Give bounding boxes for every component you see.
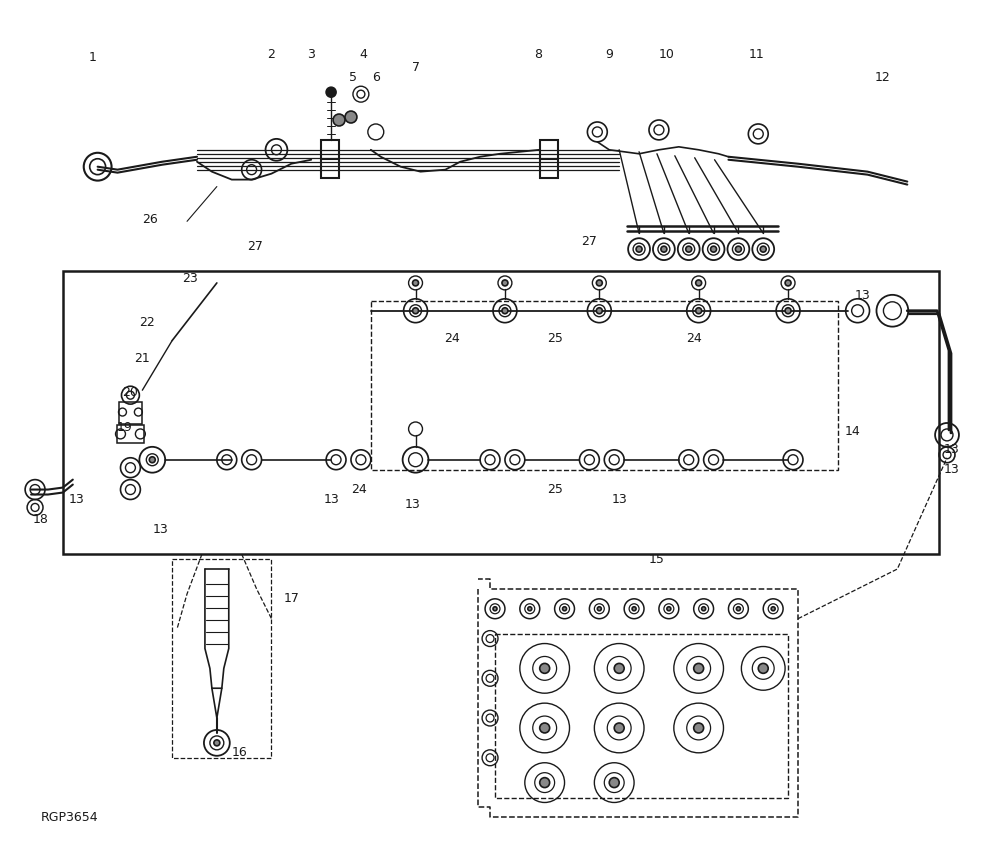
Text: 4: 4	[358, 48, 366, 61]
Circle shape	[326, 87, 336, 97]
Circle shape	[412, 308, 418, 314]
Text: 1: 1	[88, 51, 96, 64]
Text: 7: 7	[411, 61, 419, 73]
Text: 26: 26	[142, 213, 158, 226]
Bar	[116, 425, 144, 443]
Circle shape	[412, 280, 418, 286]
Bar	[172, 559, 271, 758]
Circle shape	[702, 607, 706, 611]
Circle shape	[345, 111, 356, 123]
Circle shape	[633, 607, 637, 611]
Bar	[370, 300, 838, 469]
Bar	[321, 140, 339, 177]
Text: 24: 24	[445, 332, 460, 345]
Circle shape	[686, 246, 692, 252]
Circle shape	[540, 663, 550, 674]
Circle shape	[597, 308, 603, 314]
Text: 24: 24	[352, 483, 366, 496]
Text: 20: 20	[122, 386, 138, 398]
Circle shape	[502, 280, 508, 286]
Circle shape	[502, 308, 508, 314]
Circle shape	[694, 663, 704, 674]
Circle shape	[696, 308, 702, 314]
Circle shape	[694, 723, 704, 733]
Circle shape	[615, 723, 625, 733]
Circle shape	[610, 777, 620, 787]
Text: RGP3654: RGP3654	[41, 811, 98, 824]
Text: 13: 13	[944, 463, 960, 476]
Circle shape	[711, 246, 717, 252]
Circle shape	[597, 280, 603, 286]
Bar	[63, 271, 939, 555]
Text: 25: 25	[547, 332, 563, 345]
Text: 5: 5	[349, 71, 356, 84]
Text: 14: 14	[845, 425, 861, 438]
Circle shape	[615, 663, 625, 674]
Circle shape	[540, 777, 550, 787]
Circle shape	[785, 308, 791, 314]
Circle shape	[667, 607, 671, 611]
Text: 27: 27	[246, 240, 262, 252]
Circle shape	[563, 607, 567, 611]
Circle shape	[333, 114, 345, 126]
Text: 3: 3	[307, 48, 315, 61]
Circle shape	[540, 723, 550, 733]
Text: 6: 6	[371, 71, 379, 84]
Text: 9: 9	[606, 48, 614, 61]
Circle shape	[149, 457, 155, 463]
Text: 13: 13	[855, 289, 871, 302]
Circle shape	[637, 246, 642, 252]
Text: 13: 13	[405, 498, 420, 511]
Text: 13: 13	[612, 493, 627, 506]
Circle shape	[772, 607, 776, 611]
Circle shape	[759, 663, 769, 674]
Text: 24: 24	[686, 332, 702, 345]
Bar	[118, 402, 142, 424]
Bar	[540, 140, 558, 177]
Circle shape	[528, 607, 532, 611]
Text: 15: 15	[649, 553, 665, 565]
Text: 21: 21	[134, 352, 150, 365]
Text: 13: 13	[152, 522, 168, 536]
Circle shape	[785, 280, 791, 286]
Circle shape	[736, 246, 742, 252]
Text: 12: 12	[875, 71, 891, 84]
Circle shape	[661, 246, 667, 252]
Text: 8: 8	[533, 48, 542, 61]
Circle shape	[761, 246, 767, 252]
Text: 27: 27	[582, 235, 598, 247]
Text: 13: 13	[944, 443, 960, 457]
Text: 25: 25	[547, 483, 563, 496]
Text: 23: 23	[182, 273, 198, 285]
Bar	[495, 634, 788, 798]
Text: 18: 18	[33, 513, 49, 526]
Text: 10: 10	[659, 48, 675, 61]
Text: 13: 13	[69, 493, 84, 506]
Circle shape	[493, 607, 497, 611]
Text: 11: 11	[749, 48, 765, 61]
Circle shape	[598, 607, 602, 611]
Text: 2: 2	[267, 48, 275, 61]
Circle shape	[696, 280, 702, 286]
Circle shape	[213, 740, 219, 746]
Text: 16: 16	[231, 746, 247, 760]
Text: 22: 22	[139, 316, 155, 329]
Circle shape	[737, 607, 741, 611]
Text: 17: 17	[283, 592, 299, 605]
Text: 19: 19	[116, 421, 132, 435]
Text: 13: 13	[323, 493, 339, 506]
